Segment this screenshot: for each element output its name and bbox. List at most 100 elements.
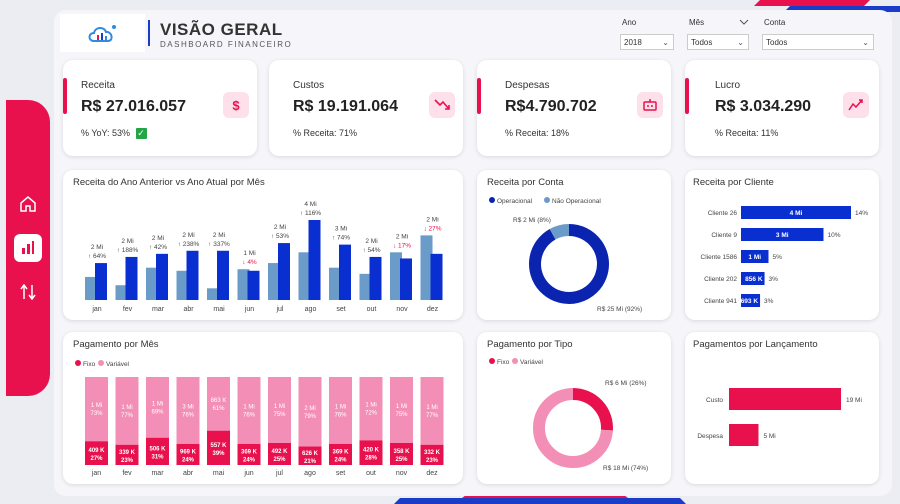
card-pagamentos-lancamento: Pagamentos por Lançamento Custo 19 Mi Desp… <box>685 332 879 484</box>
bar-variavel <box>85 377 108 442</box>
bar <box>741 206 851 219</box>
page-subtitle: DASHBOARD FINANCEIRO <box>160 40 293 49</box>
var-pct-label: 69% <box>151 409 164 415</box>
x-tick-label: out <box>366 470 376 477</box>
value-label: 2 Mi <box>182 232 194 239</box>
filter-ano-select[interactable]: 2018 ⌄ <box>620 34 674 50</box>
bar <box>741 228 824 241</box>
x-tick-label: jun <box>244 306 254 313</box>
category-label: Cliente 941 <box>704 298 737 305</box>
fixo-pct-label: 24% <box>182 457 195 463</box>
legend-dot <box>489 358 495 364</box>
kpi-sub-text: % YoY: 53% <box>81 128 131 138</box>
x-tick-label: jan <box>91 470 101 477</box>
nav-home-button[interactable] <box>14 190 42 218</box>
value-label: 2 Mi <box>152 235 164 242</box>
chart-pagamentos-lancamento: Custo 19 Mi Despesa 5 Mi <box>697 388 862 446</box>
x-tick-label: nov <box>396 306 408 313</box>
bar-variavel <box>268 377 291 443</box>
kpi-card-lucro: Lucro R$ 3.034.290 % Receita: 11% <box>685 60 879 156</box>
bar <box>741 250 769 263</box>
title-separator <box>148 20 150 46</box>
value-label: 2 Mi <box>426 216 438 223</box>
kpi-label: Despesas <box>505 80 550 91</box>
var-value-label: 1 Mi <box>121 405 132 411</box>
value-label: 693 K <box>741 298 759 305</box>
bar-prev-year <box>268 263 280 300</box>
bar-curr-year <box>430 253 443 300</box>
bar-variavel <box>359 377 383 441</box>
chevron-down-icon[interactable] <box>738 17 750 27</box>
slice-label: R$ 2 Mi (8%) <box>513 217 551 224</box>
pct-label: ↑ 116% <box>300 210 321 217</box>
fixo-value-label: 506 K <box>149 446 166 452</box>
bar-fixo <box>207 430 230 465</box>
fixo-pct-label: 39% <box>212 451 225 457</box>
cloud-logo-icon <box>88 25 116 42</box>
x-tick-label: ago <box>304 470 316 477</box>
bar-curr-year <box>308 220 321 300</box>
kpi-sub: % Receita: 18% <box>505 128 570 138</box>
bar-prev-year <box>420 235 433 300</box>
donut-slice <box>533 388 613 468</box>
nav-dashboard-button[interactable] <box>14 234 42 262</box>
var-value-label: 1 Mi <box>426 405 437 411</box>
fixo-value-label: 369 K <box>241 449 258 455</box>
bar <box>741 294 761 307</box>
var-pct-label: 75% <box>273 412 286 418</box>
bar-prev-year <box>115 285 128 300</box>
logo <box>60 14 145 52</box>
card-receita-cliente: Receita por Cliente Cliente 26 4 Mi 14% Cli… <box>685 170 879 320</box>
var-value-label: 3 Mi <box>182 404 193 410</box>
pct-label: 10% <box>828 232 841 239</box>
value-label: 3 Mi <box>335 226 347 233</box>
pct-label: 5% <box>773 254 783 261</box>
fixo-value-label: 339 K <box>119 450 136 456</box>
x-tick-label: mar <box>151 470 164 477</box>
legend-label: Fixo <box>497 359 510 366</box>
var-value-label: 1 Mi <box>396 404 407 410</box>
var-pct-label: 75% <box>395 412 408 418</box>
bar-fixo <box>85 441 108 465</box>
chart-receita-cliente: Cliente 26 4 Mi 14% Cliente 9 3 Mi 10% Cliente… <box>701 206 868 307</box>
kpi-label: Custos <box>293 80 325 91</box>
fixo-value-label: 358 K <box>393 449 410 455</box>
bar-prev-year <box>359 273 372 300</box>
nav-transfer-button[interactable] <box>14 278 42 306</box>
legend-label: Variável <box>106 361 130 368</box>
card-title: Receita por Cliente <box>693 177 774 188</box>
bar-curr-year <box>217 250 229 300</box>
bar-variavel <box>237 377 261 444</box>
legend-label: Fixo <box>83 361 96 368</box>
bar <box>729 424 759 446</box>
value-label: 1 Mi <box>243 250 255 257</box>
bar-prev-year <box>207 288 219 300</box>
fixo-pct-label: 21% <box>304 459 317 465</box>
category-label: Despesa <box>697 433 723 440</box>
card-title: Receita por Conta <box>487 177 564 188</box>
home-icon <box>20 196 36 212</box>
card-title: Receita do Ano Anterior vs Ano Atual por… <box>73 177 265 188</box>
filter-conta-select[interactable]: Todos ⌄ <box>762 34 874 50</box>
x-tick-label: mar <box>152 306 165 313</box>
bar-variavel <box>176 377 200 444</box>
filter-mes-select[interactable]: Todos ⌄ <box>687 34 749 50</box>
fixo-value-label: 557 K <box>210 443 227 449</box>
pct-label: ↑ 64% <box>88 253 106 260</box>
pct-label: ↑ 188% <box>117 247 139 254</box>
bar-curr-year <box>278 243 290 300</box>
bar-fixo <box>115 444 139 465</box>
bar-curr-year <box>400 258 412 300</box>
x-tick-label: abr <box>183 306 194 313</box>
card-receita-conta: Receita por Conta Operacional Não Operaci… <box>477 170 671 320</box>
fixo-pct-label: 25% <box>395 457 408 463</box>
fixo-value-label: 492 K <box>271 449 288 455</box>
chart-receita-conta: Operacional Não Operacional R$ 25 Mi (92%)… <box>489 197 642 313</box>
card-pagamento-mes: Pagamento por Mês Fixo Variável 1 Mi 73% 409… <box>63 332 463 484</box>
pct-label: ↑ 53% <box>271 233 289 240</box>
fixo-value-label: 626 K <box>302 451 319 457</box>
x-tick-label: abr <box>183 470 194 477</box>
page-title: VISÃO GERAL <box>160 20 283 39</box>
bar-variavel <box>298 377 322 447</box>
